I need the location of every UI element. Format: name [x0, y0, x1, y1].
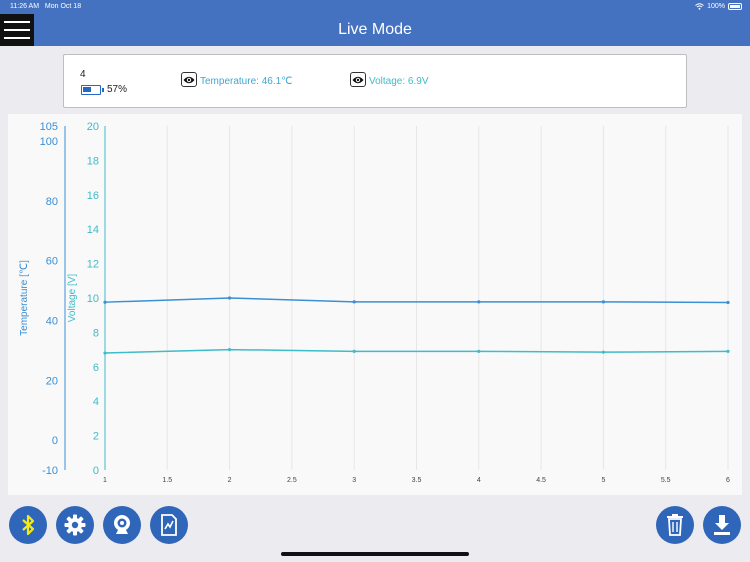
menu-button[interactable] — [0, 14, 34, 46]
battery-percentage: 57% — [107, 84, 128, 95]
voltage-axis-label: Voltage [V] — [67, 274, 78, 323]
temperature-tick-label: 40 — [46, 315, 58, 327]
status-battery-icon — [728, 3, 742, 10]
report-button[interactable] — [150, 506, 188, 544]
voltage-data-point — [103, 351, 107, 355]
x-tick-label: 1.5 — [162, 477, 172, 484]
x-tick-label: 3 — [352, 477, 356, 484]
bluetooth-icon — [22, 514, 35, 536]
x-tick-label: 1 — [103, 477, 107, 484]
voltage-tick-label: 20 — [87, 121, 99, 133]
voltage-data-point — [601, 350, 606, 354]
temperature-data-point — [228, 296, 232, 300]
camera-button[interactable] — [103, 506, 141, 544]
voltage-tick-label: 6 — [93, 362, 99, 374]
eye-icon — [183, 76, 195, 83]
menu-icon-bar — [4, 37, 30, 39]
page-title: Live Mode — [338, 21, 412, 38]
download-icon — [714, 515, 730, 535]
x-tick-label: 4 — [477, 477, 481, 484]
x-tick-label: 2.5 — [287, 477, 297, 484]
temperature-data-point — [726, 300, 730, 305]
x-tick-label: 5.5 — [661, 477, 671, 484]
voltage-tick-label: 18 — [87, 155, 99, 167]
status-right: 100% — [695, 3, 742, 10]
temperature-tick-label: 80 — [46, 196, 58, 208]
info-panel: 4 57% Temperature: 46.1℃ Voltage: 6.9V — [63, 54, 687, 108]
trash-icon — [667, 514, 683, 536]
eye-icon — [352, 76, 364, 83]
chart-report-icon — [161, 514, 177, 536]
bluetooth-button[interactable] — [9, 506, 47, 544]
temperature-data-point — [477, 300, 481, 304]
voltage-tick-label: 16 — [87, 190, 99, 202]
temperature-data-point — [352, 300, 356, 304]
battery-icon — [81, 85, 104, 95]
temperature-tick-label: 105 — [40, 121, 58, 133]
temperature-data-point — [103, 300, 107, 304]
settings-button[interactable] — [56, 506, 94, 544]
status-time: 11:26 AM Mon Oct 18 — [10, 3, 81, 10]
voltage-reading: Voltage: 6.9V — [369, 76, 429, 87]
voltage-data-point — [477, 349, 481, 353]
x-tick-label: 5 — [601, 477, 605, 484]
voltage-series-line — [104, 348, 729, 354]
temperature-series-line — [104, 297, 729, 304]
voltage-data-point — [726, 349, 730, 353]
voltage-visibility-eye-icon[interactable] — [350, 72, 366, 87]
voltage-tick-label: 0 — [93, 465, 99, 477]
temperature-tick-label: -10 — [42, 465, 58, 477]
x-tick-label: 3.5 — [412, 477, 422, 484]
gear-icon — [64, 514, 86, 536]
temperature-visibility-eye-icon[interactable] — [181, 72, 197, 87]
menu-icon-bar — [4, 29, 30, 31]
temperature-tick-label: 0 — [52, 435, 58, 447]
voltage-tick-label: 8 — [93, 327, 99, 339]
status-date: Mon Oct 18 — [44, 3, 82, 10]
x-tick-label: 6 — [726, 477, 730, 484]
device-id: 4 — [80, 69, 86, 80]
voltage-tick-label: 12 — [87, 259, 99, 271]
x-tick-label: 2 — [228, 477, 232, 484]
wifi-icon — [695, 3, 704, 10]
home-indicator — [281, 552, 469, 556]
x-tick-label: 4.5 — [536, 477, 546, 484]
voltage-tick-label: 10 — [87, 293, 99, 305]
header-bar: 11:26 AM Mon Oct 18 100% Live Mode — [0, 0, 750, 46]
live-chart[interactable]: 1 1.5 2 2.5 3 3.5 4 4.5 5 5.5 6 -10 0 20 40 60 80 100 105 T… — [8, 114, 742, 495]
chart-svg: 1 1.5 2 2.5 3 3.5 4 4.5 5 5.5 6-10020406080100105T… — [19, 121, 730, 484]
voltage-data-point — [228, 348, 232, 352]
delete-button[interactable] — [656, 506, 694, 544]
temperature-tick-label: 60 — [46, 256, 58, 268]
status-battery-pct: 100% — [707, 3, 725, 10]
voltage-tick-label: 4 — [93, 396, 99, 408]
temperature-tick-label: 100 — [40, 136, 58, 148]
temperature-tick-label: 20 — [46, 375, 58, 387]
menu-icon-bar — [4, 21, 30, 23]
status-time-text: 11:26 AM — [10, 3, 40, 10]
temperature-axis-label: Temperature [℃] — [19, 260, 30, 336]
temperature-data-point — [601, 300, 606, 304]
voltage-data-point — [352, 349, 356, 353]
voltage-tick-label: 2 — [93, 431, 99, 443]
webcam-icon — [114, 515, 130, 534]
temperature-reading: Temperature: 46.1℃ — [200, 76, 293, 87]
voltage-tick-label: 14 — [87, 224, 99, 236]
download-button[interactable] — [703, 506, 741, 544]
